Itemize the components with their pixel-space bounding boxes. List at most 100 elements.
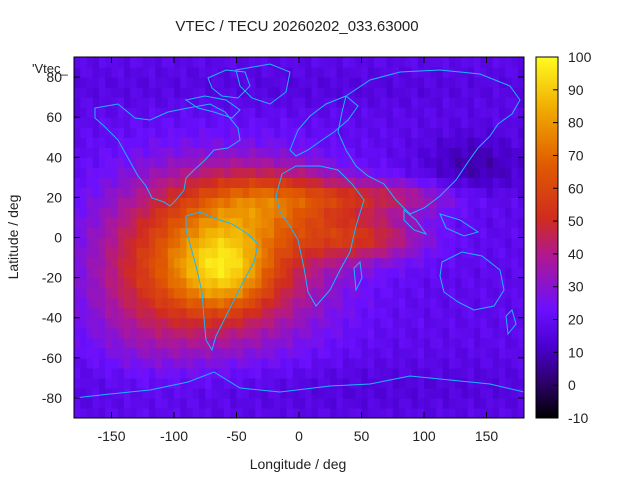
heatmap-cell — [311, 177, 319, 188]
heatmap-cell — [236, 217, 244, 229]
heatmap-cell — [299, 237, 306, 249]
heatmap-cell — [417, 137, 425, 148]
heatmap-cell — [117, 147, 125, 158]
heatmap-cell — [436, 367, 444, 379]
heatmap-cell — [99, 187, 106, 198]
heatmap-cell — [242, 307, 250, 319]
heatmap-cell — [399, 357, 406, 369]
heatmap-cell — [399, 287, 406, 299]
heatmap-cell — [449, 177, 456, 188]
heatmap-cell — [130, 67, 138, 78]
heatmap-cell — [205, 317, 213, 329]
heatmap-cell — [374, 197, 381, 209]
heatmap-cell — [392, 187, 400, 198]
heatmap-cell — [105, 147, 113, 158]
heatmap-cell — [399, 107, 406, 118]
heatmap-cell — [236, 387, 244, 399]
heatmap-cell — [99, 397, 106, 409]
heatmap-cell — [355, 287, 363, 299]
heatmap-cell — [317, 297, 325, 309]
heatmap-cell — [511, 387, 519, 399]
heatmap-cell — [267, 217, 275, 229]
heatmap-cell — [424, 277, 431, 289]
heatmap-cell — [192, 347, 200, 359]
heatmap-cell — [74, 397, 81, 409]
heatmap-cell — [86, 327, 94, 339]
heatmap-cell — [230, 387, 238, 399]
heatmap-cell — [517, 57, 524, 68]
heatmap-cell — [286, 397, 294, 409]
heatmap-cell — [142, 67, 150, 78]
heatmap-cell — [167, 367, 175, 379]
heatmap-cell — [455, 387, 463, 399]
heatmap-cell — [486, 87, 494, 98]
heatmap-cell — [86, 237, 94, 249]
heatmap-cell — [455, 297, 463, 309]
heatmap-cell — [199, 257, 206, 269]
heatmap-cell — [86, 317, 94, 329]
heatmap-cell — [305, 407, 313, 418]
heatmap-cell — [117, 217, 125, 229]
heatmap-cell — [267, 327, 275, 339]
heatmap-cell — [105, 57, 113, 68]
heatmap-cell — [505, 147, 513, 158]
heatmap-cell — [486, 277, 494, 289]
heatmap-cell — [80, 57, 88, 68]
heatmap-cell — [261, 247, 269, 259]
heatmap-cell — [280, 277, 288, 289]
heatmap-cell — [461, 77, 469, 88]
heatmap-cell — [130, 57, 138, 68]
heatmap-cell — [205, 77, 213, 88]
heatmap-cell — [180, 177, 188, 188]
heatmap-cell — [411, 307, 419, 319]
heatmap-cell — [342, 387, 350, 399]
heatmap-cell — [499, 197, 506, 209]
heatmap-cell — [386, 317, 394, 329]
heatmap-cell — [461, 57, 469, 68]
heatmap-cell — [474, 157, 481, 168]
heatmap-cell — [174, 77, 181, 88]
heatmap-cell — [517, 367, 524, 379]
heatmap-cell — [180, 77, 188, 88]
heatmap-cell — [455, 337, 463, 349]
heatmap-cell — [361, 137, 369, 148]
heatmap-cell — [180, 197, 188, 209]
heatmap-cell — [124, 187, 131, 198]
heatmap-cell — [142, 87, 150, 98]
heatmap-cell — [505, 237, 513, 249]
heatmap-cell — [367, 357, 375, 369]
heatmap-cell — [517, 87, 524, 98]
heatmap-cell — [392, 287, 400, 299]
heatmap-cell — [149, 87, 156, 98]
heatmap-cell — [261, 287, 269, 299]
heatmap-cell — [305, 147, 313, 158]
heatmap-cell — [167, 247, 175, 259]
heatmap-cell — [349, 107, 356, 118]
heatmap-cell — [80, 107, 88, 118]
heatmap-cell — [317, 347, 325, 359]
heatmap-cell — [299, 317, 306, 329]
heatmap-cell — [124, 267, 131, 279]
heatmap-cell — [92, 287, 100, 299]
heatmap-cell — [436, 307, 444, 319]
heatmap-cell — [486, 107, 494, 118]
heatmap-cell — [449, 97, 456, 108]
heatmap-cell — [267, 117, 275, 128]
heatmap-cell — [274, 287, 281, 299]
heatmap-cell — [355, 297, 363, 309]
heatmap-cell — [267, 127, 275, 138]
heatmap-cell — [205, 357, 213, 369]
heatmap-cell — [292, 217, 300, 229]
heatmap-cell — [117, 247, 125, 259]
heatmap-cell — [136, 97, 144, 108]
heatmap-cell — [92, 207, 100, 219]
heatmap-cell — [380, 267, 388, 279]
heatmap-cell — [117, 357, 125, 369]
heatmap-cell — [261, 257, 269, 269]
heatmap-cell — [105, 187, 113, 198]
heatmap-cell — [405, 167, 413, 178]
heatmap-cell — [205, 387, 213, 399]
heatmap-cell — [267, 317, 275, 329]
heatmap-cell — [449, 297, 456, 309]
heatmap-cell — [249, 357, 256, 369]
